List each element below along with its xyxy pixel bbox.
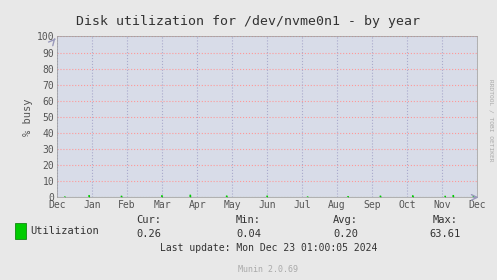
Text: RRDTOOL / TOBI OETIKER: RRDTOOL / TOBI OETIKER — [489, 79, 494, 162]
Text: 0.20: 0.20 — [333, 228, 358, 239]
Text: Disk utilization for /dev/nvme0n1 - by year: Disk utilization for /dev/nvme0n1 - by y… — [77, 15, 420, 28]
Text: Min:: Min: — [236, 214, 261, 225]
Text: Max:: Max: — [432, 214, 457, 225]
Text: Utilization: Utilization — [30, 226, 98, 236]
Text: 0.04: 0.04 — [236, 228, 261, 239]
Text: Cur:: Cur: — [137, 214, 162, 225]
Text: Avg:: Avg: — [333, 214, 358, 225]
Text: Last update: Mon Dec 23 01:00:05 2024: Last update: Mon Dec 23 01:00:05 2024 — [160, 242, 377, 253]
Text: 0.26: 0.26 — [137, 228, 162, 239]
Text: Munin 2.0.69: Munin 2.0.69 — [239, 265, 298, 274]
Y-axis label: % busy: % busy — [22, 98, 33, 136]
Text: 63.61: 63.61 — [429, 228, 460, 239]
